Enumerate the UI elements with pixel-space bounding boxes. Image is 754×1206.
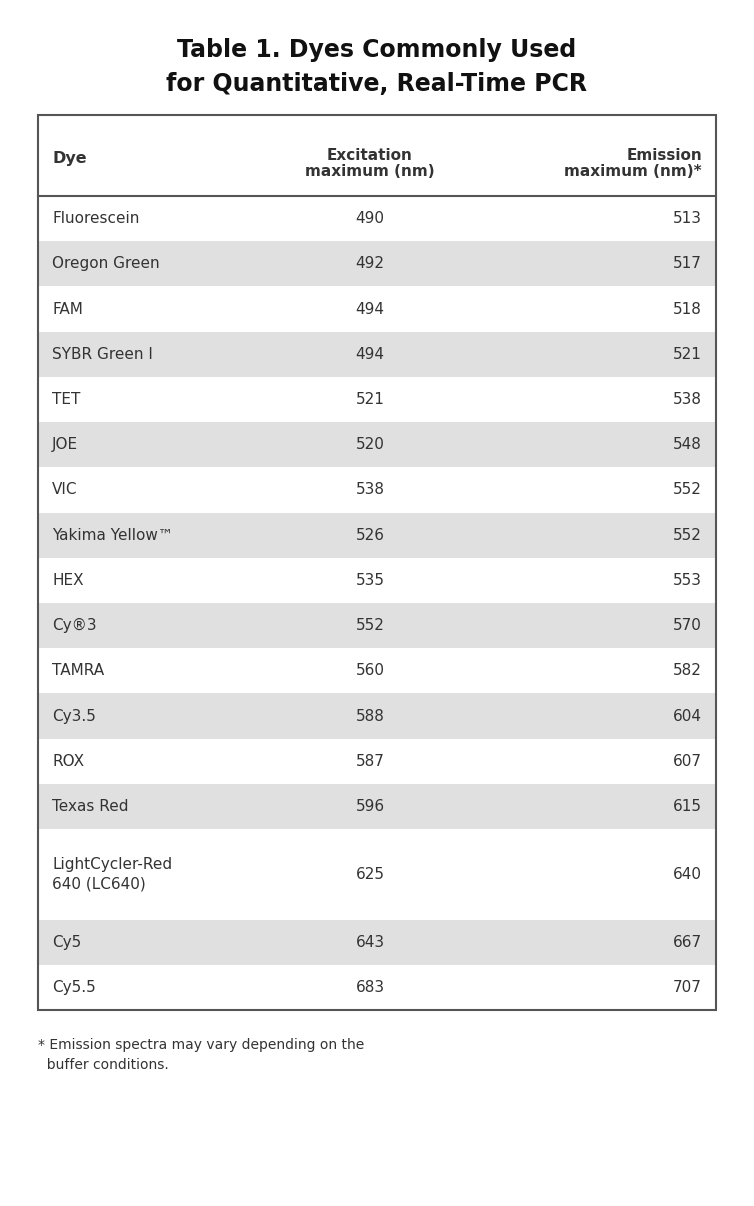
Bar <box>38 603 716 648</box>
Text: 490: 490 <box>355 211 385 226</box>
Text: 517: 517 <box>673 257 702 271</box>
Text: TAMRA: TAMRA <box>52 663 104 678</box>
Bar <box>38 513 716 558</box>
Text: Yakima Yellow™: Yakima Yellow™ <box>52 528 173 543</box>
Text: 553: 553 <box>673 573 702 587</box>
Text: LightCycler-Red
640 (LC640): LightCycler-Red 640 (LC640) <box>52 857 172 891</box>
Text: 607: 607 <box>673 754 702 768</box>
Text: 520: 520 <box>356 438 385 452</box>
Text: 548: 548 <box>673 438 702 452</box>
Bar <box>38 332 716 377</box>
Bar <box>38 784 716 829</box>
Bar <box>38 197 716 241</box>
Text: 538: 538 <box>673 392 702 406</box>
Text: Fluorescein: Fluorescein <box>52 211 139 226</box>
Text: 521: 521 <box>356 392 385 406</box>
Bar <box>38 377 716 422</box>
Text: HEX: HEX <box>52 573 84 587</box>
Text: 494: 494 <box>355 302 385 316</box>
Text: 604: 604 <box>673 709 702 724</box>
Text: 588: 588 <box>356 709 385 724</box>
Bar <box>38 115 716 197</box>
Bar <box>38 965 716 1009</box>
Bar <box>38 115 716 1009</box>
Text: 552: 552 <box>356 619 385 633</box>
Text: 552: 552 <box>673 528 702 543</box>
Text: Texas Red: Texas Red <box>52 800 128 814</box>
Text: 587: 587 <box>356 754 385 768</box>
Text: Table 1. Dyes Commonly Used: Table 1. Dyes Commonly Used <box>177 39 577 62</box>
Bar <box>38 558 716 603</box>
Text: TET: TET <box>52 392 81 406</box>
Text: maximum (nm)*: maximum (nm)* <box>565 164 702 178</box>
Text: 494: 494 <box>355 347 385 362</box>
Text: Cy5.5: Cy5.5 <box>52 980 96 995</box>
Text: 552: 552 <box>673 482 702 497</box>
Text: for Quantitative, Real-Time PCR: for Quantitative, Real-Time PCR <box>167 72 587 96</box>
Text: Emission: Emission <box>627 147 702 163</box>
Bar <box>38 422 716 468</box>
Text: 521: 521 <box>673 347 702 362</box>
Text: 707: 707 <box>673 980 702 995</box>
Text: 596: 596 <box>355 800 385 814</box>
Text: 625: 625 <box>355 867 385 882</box>
Text: Oregon Green: Oregon Green <box>52 257 160 271</box>
Bar <box>38 919 716 965</box>
Bar <box>38 648 716 693</box>
Text: SYBR Green I: SYBR Green I <box>52 347 153 362</box>
Text: buffer conditions.: buffer conditions. <box>38 1058 169 1072</box>
Text: VIC: VIC <box>52 482 78 497</box>
Text: Cy3.5: Cy3.5 <box>52 709 96 724</box>
Bar <box>38 241 716 287</box>
Text: JOE: JOE <box>52 438 78 452</box>
Text: Cy®3: Cy®3 <box>52 619 97 633</box>
Text: 538: 538 <box>355 482 385 497</box>
Bar <box>38 468 716 513</box>
Text: 683: 683 <box>355 980 385 995</box>
Text: 535: 535 <box>355 573 385 587</box>
Text: FAM: FAM <box>52 302 83 316</box>
Text: 643: 643 <box>355 935 385 949</box>
Text: 640: 640 <box>673 867 702 882</box>
Text: 526: 526 <box>355 528 385 543</box>
Bar <box>38 829 716 919</box>
Text: 667: 667 <box>673 935 702 949</box>
Text: 582: 582 <box>673 663 702 678</box>
Text: * Emission spectra may vary depending on the: * Emission spectra may vary depending on… <box>38 1038 364 1052</box>
Text: 560: 560 <box>355 663 385 678</box>
Text: 615: 615 <box>673 800 702 814</box>
Text: Dye: Dye <box>52 151 87 165</box>
Text: Excitation: Excitation <box>327 147 413 163</box>
Text: ROX: ROX <box>52 754 84 768</box>
Text: 492: 492 <box>355 257 385 271</box>
Text: 518: 518 <box>673 302 702 316</box>
Bar <box>38 693 716 738</box>
Text: Cy5: Cy5 <box>52 935 81 949</box>
Bar <box>38 287 716 332</box>
Text: maximum (nm): maximum (nm) <box>305 164 435 178</box>
Bar <box>38 738 716 784</box>
Text: 570: 570 <box>673 619 702 633</box>
Text: 513: 513 <box>673 211 702 226</box>
